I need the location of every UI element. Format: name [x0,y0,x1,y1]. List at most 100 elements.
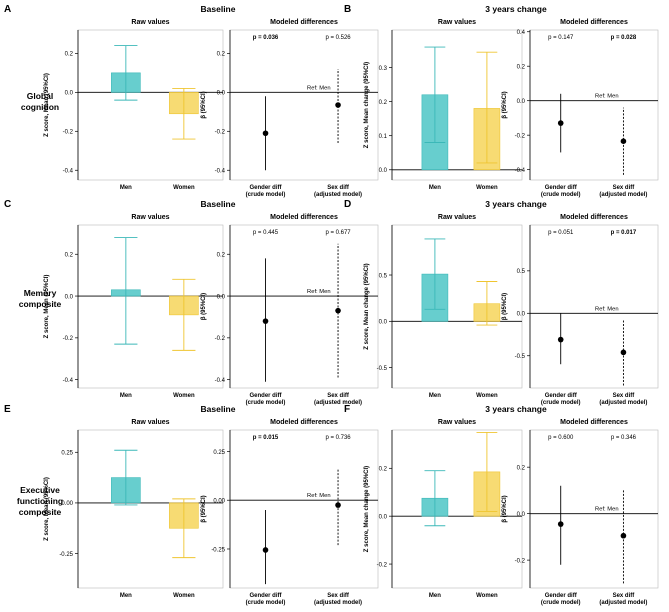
y-tick-label: 0.2 [379,100,388,106]
y-axis-label: Z score, Mean change (95%CI) [364,62,370,148]
y-axis-label: Z score, Mean (95%CI) [44,275,50,339]
y-tick-label: -0.2 [515,558,526,564]
modeled-differences-plot: Modeled differences -0.4 -0.2 0.0 0.2 β (95%C… [201,214,379,406]
y-tick-label: 0.00 [61,501,73,507]
y-tick-label: 0.2 [517,465,526,471]
y-axis-label: Z score, Mean (95%CI) [44,73,50,137]
p-value-label: p = 0.051 [548,230,574,236]
row-label: Global cognition [21,91,59,112]
plot-title: Raw values [438,19,476,26]
y-tick-label: 0.0 [379,168,388,174]
raw-values-plot: Raw values -0.4 -0.2 0.0 0.2 Z score, Mean (9… [44,19,224,191]
plot-title: Modeled differences [560,214,628,221]
estimate-point [557,336,564,343]
estimate-point [262,547,269,553]
estimate-point [262,130,269,137]
estimate-point [557,120,564,126]
y-axis-label: β (95%CI) [502,495,508,522]
plot-title: Modeled differences [270,19,338,26]
plot-frame [229,224,379,389]
section-title: 3 years change [485,4,547,14]
x-tick-label: Women [173,185,195,191]
y-axis-label: β (95%CI) [502,91,508,118]
p-value-label: p = 0.346 [611,435,637,441]
p-value-label: p = 0.736 [325,435,351,441]
y-tick-label: 0.0 [65,91,74,97]
reference-label: Ref: Men [307,289,331,295]
y-axis-label: β (95%CI) [201,293,207,320]
y-tick-label: -0.5 [515,354,526,360]
x-tick-label: Men [429,593,441,599]
p-value-label: p = 0.445 [253,230,279,236]
x-tick-label: Men [429,185,441,191]
row-label: Executive functioning composite [17,485,63,517]
y-tick-label: -0.4 [215,378,226,384]
y-tick-label: 0.25 [61,451,73,457]
y-tick-label: 0.1 [379,134,388,140]
panel-letter: F [344,404,350,415]
plot-title: Raw values [131,419,169,426]
y-tick-label: 0.25 [213,450,225,456]
x-tick-label: Sex diff (adjusted model) [599,593,647,606]
plot-title: Raw values [438,214,476,221]
panel-letter: A [4,4,11,15]
p-value-label: p = 0.526 [325,35,351,41]
x-tick-label: Women [476,593,498,599]
plot-title: Modeled differences [560,419,628,426]
y-tick-label: 0.3 [379,66,388,72]
panel-letter: C [4,199,11,210]
modeled-differences-plot: Modeled differences -0.2 0.0 0.2 β (95%CI) Re… [502,419,659,606]
y-tick-label: -0.4 [63,169,74,175]
y-axis-label: β (95%CI) [502,293,508,320]
x-tick-label: Sex diff (adjusted model) [314,593,362,606]
x-tick-label: Gender diff (crude model) [541,393,581,406]
panel-D: D 3 years change Raw values -0.5 0.0 0.5 Z sco… [344,199,659,406]
x-tick-label: Women [173,593,195,599]
plot-frame [529,429,659,589]
raw-values-plot: Raw values -0.5 0.0 0.5 Z score, Mean change… [364,214,523,399]
x-tick-label: Men [120,393,132,399]
y-tick-label: 0.2 [217,253,226,259]
plot-title: Raw values [131,214,169,221]
y-tick-label: 0.4 [517,30,526,36]
modeled-differences-plot: Modeled differences -0.4 -0.2 0.0 0.2 0.4 β (9… [502,19,659,198]
x-tick-label: Sex diff (adjusted model) [314,185,362,198]
p-value-label: p = 0.600 [548,435,574,441]
x-tick-label: Men [120,185,132,191]
raw-values-plot: Raw values -0.2 0.0 0.2 Z score, Mean change… [364,419,523,599]
row-label: Memory composite [19,288,62,309]
x-tick-label: Gender diff (crude model) [246,185,286,198]
modeled-differences-plot: Modeled differences -0.5 0.0 0.5 β (95%CI) Re… [502,214,659,406]
raw-values-plot: Raw values 0.0 0.1 0.2 0.3 Z score, Mean chan… [364,19,523,191]
modeled-differences-plot: Modeled differences -0.4 -0.2 0.0 0.2 β (95%C… [201,19,379,198]
y-tick-label: 0.2 [517,65,526,71]
y-tick-label: 0.0 [217,294,226,300]
estimate-point [620,532,627,539]
y-tick-label: -0.5 [377,366,388,372]
reference-label: Ref: Men [307,85,331,91]
plot-frame [529,224,659,389]
x-tick-label: Sex diff (adjusted model) [599,185,647,198]
y-tick-label: -0.4 [515,168,526,174]
x-tick-label: Women [173,393,195,399]
x-tick-label: Gender diff (crude model) [541,185,581,198]
y-tick-label: 0.5 [379,273,388,279]
estimate-point [335,102,341,108]
p-value-label: p = 0.036 [253,35,279,41]
y-tick-label: -0.2 [63,130,74,136]
y-tick-label: 0.2 [217,52,226,58]
p-value-label: p = 0.028 [611,35,637,41]
x-tick-label: Women [476,393,498,399]
y-tick-label: -0.25 [59,552,73,558]
panel-letter: B [344,4,351,15]
y-axis-label: β (95%CI) [201,91,207,118]
section-title: 3 years change [485,404,547,414]
plot-title: Raw values [438,419,476,426]
estimate-point [557,521,564,527]
x-tick-label: Gender diff (crude model) [246,593,286,606]
panel-letter: E [4,404,11,415]
panel-B: B 3 years change Raw values 0.0 0.1 0.2 0.3 Z s… [344,4,659,198]
estimate-point [620,138,627,145]
panel-F: F 3 years change Raw values -0.2 0.0 0.2 Z sco… [344,404,659,606]
